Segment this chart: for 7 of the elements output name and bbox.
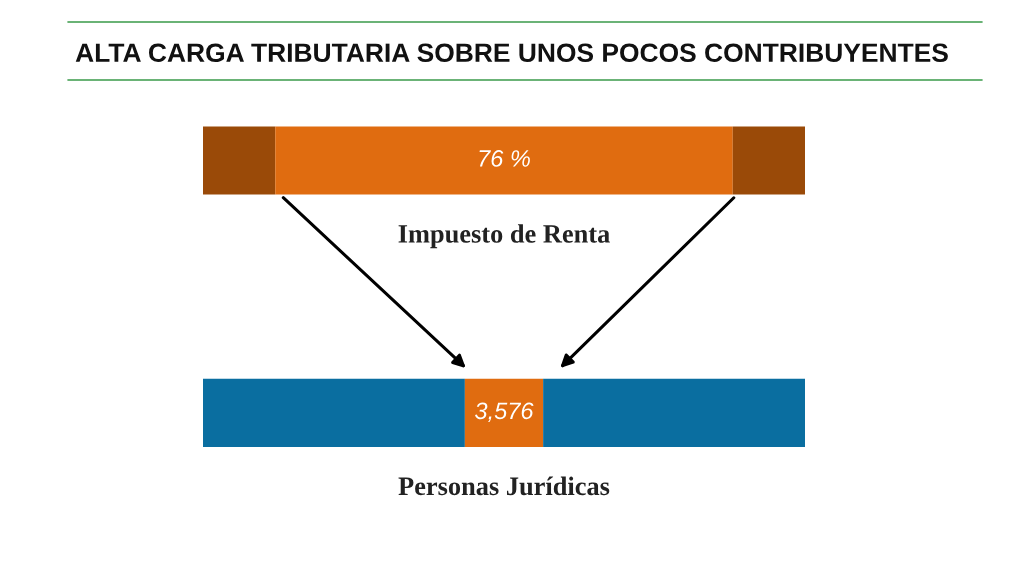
y-tick-label: Impuesto de Renta	[398, 224, 610, 249]
bar	[464, 378, 544, 447]
annotation: 76 %	[479, 150, 530, 167]
y-tick-label: Personas Jurídicas	[398, 476, 610, 496]
bar	[275, 126, 733, 195]
chart-title: ALTA CARGA TRIBUTARIA SOBRE UNOS POCOS CONTRIBUYENTES	[75, 43, 948, 63]
annotation: 3,576	[475, 402, 534, 422]
